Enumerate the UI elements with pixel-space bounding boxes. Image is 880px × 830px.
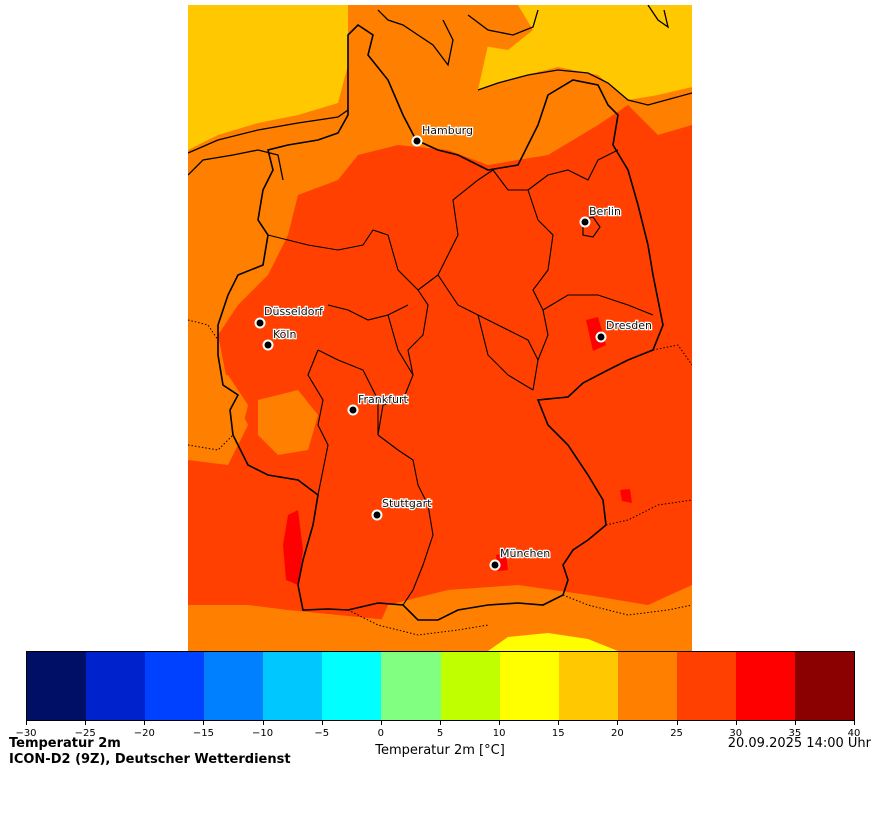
valid-time: 20.09.2025 14:00 Uhr	[727, 736, 871, 751]
city-label: Hamburg	[422, 124, 473, 137]
svg-text:Frankfurt: Frankfurt	[358, 393, 408, 406]
svg-text:Berlin: Berlin	[589, 205, 621, 218]
colorbar-segment	[617, 652, 677, 720]
city-marker-koeln: Köln Köln	[262, 327, 298, 351]
colorbar-segment	[795, 652, 855, 720]
temperature-map: Hamburg Hamburg Berlin Berlin Düsseldorf…	[188, 5, 692, 651]
colorbar-tick	[794, 721, 796, 725]
colorbar	[26, 651, 855, 721]
west-cooler-patch	[188, 375, 248, 460]
colorbar-segment	[381, 652, 441, 720]
colorbar-tick-label: −20	[133, 728, 155, 739]
city-label: Dresden	[606, 319, 652, 332]
alpine-cool-band	[368, 585, 692, 651]
city-label: Düsseldorf	[264, 305, 324, 318]
city-label: Berlin	[589, 205, 621, 218]
city-label: München	[500, 547, 550, 560]
map-title: Temperatur 2m	[9, 736, 121, 751]
colorbar-tick-label: 20	[611, 728, 624, 739]
svg-text:Hamburg: Hamburg	[422, 124, 473, 137]
svg-text:Köln: Köln	[273, 328, 296, 341]
colorbar-label: Temperatur 2m [°C]	[375, 743, 505, 758]
colorbar-segment	[440, 652, 500, 720]
colorbar-segment	[735, 652, 796, 720]
colorbar-tick	[85, 721, 87, 725]
colorbar-tick-label: 30	[729, 728, 743, 739]
city-marker-berlin: Berlin Berlin	[579, 204, 622, 228]
svg-text:Düsseldorf: Düsseldorf	[264, 305, 324, 318]
colorbar-tick-label: 40	[847, 728, 861, 739]
colorbar-tick	[321, 721, 323, 725]
svg-text:Stuttgart: Stuttgart	[382, 497, 432, 510]
colorbar-segment	[676, 652, 736, 720]
colorbar-tick	[203, 721, 205, 725]
colorbar-segment	[558, 652, 618, 720]
colorbar-segment	[499, 652, 559, 720]
city-marker-duesseldorf: Düsseldorf Düsseldorf	[254, 304, 325, 329]
colorbar-tick	[26, 721, 27, 725]
colorbar-tick	[144, 721, 146, 725]
colorbar-tick-label: 5	[436, 728, 444, 739]
city-marker-frankfurt: Frankfurt Frankfurt	[347, 392, 410, 416]
colorbar-tick-label: 0	[377, 728, 385, 739]
city-marker-dresden: Dresden Dresden	[595, 318, 653, 343]
colorbar-tick	[499, 721, 501, 725]
colorbar-tick-label: 25	[670, 728, 683, 739]
colorbar-tick-label: −30	[15, 728, 37, 739]
colorbar-ticks: −30 −25 −20 −15 −10 −5 0 5 10 15 20 25 30 35 40	[15, 721, 860, 741]
colorbar-tick-label: 35	[788, 728, 802, 739]
southwest-cooler-patch	[258, 390, 318, 455]
colorbar-tick	[854, 721, 855, 725]
city-label: Stuttgart	[382, 497, 432, 510]
colorbar-tick	[676, 721, 678, 725]
colorbar-tick	[558, 721, 560, 725]
colorbar-tick-label: 15	[551, 728, 565, 739]
colorbar-tick	[380, 721, 382, 725]
colorbar-tick-label: −5	[314, 728, 330, 739]
state-borders	[267, 149, 654, 606]
colorbar-segment	[86, 652, 146, 720]
colorbar-segment	[204, 652, 264, 720]
svg-text:München: München	[500, 547, 550, 560]
alpine-yellow-band	[488, 633, 618, 651]
colorbar-tick	[617, 721, 619, 725]
city-label: Köln	[273, 328, 296, 341]
hot-patch-rhine	[283, 510, 303, 585]
city-marker-hamburg: Hamburg Hamburg	[411, 123, 474, 147]
colorbar-tick	[440, 721, 441, 725]
coastlines	[188, 5, 692, 181]
colorbar-tick	[262, 721, 264, 725]
colorbar-segment	[263, 652, 323, 720]
colorbar-tick-label: −15	[192, 728, 214, 739]
colorbar-tick-label: −10	[252, 728, 274, 739]
model-source: ICON-D2 (9Z), Deutscher Wetterdienst	[9, 752, 291, 767]
svg-text:Dresden: Dresden	[606, 319, 652, 332]
neighbor-borders	[188, 319, 692, 636]
city-marker-stuttgart: Stuttgart Stuttgart	[371, 496, 433, 521]
city-marker-muenchen: München München	[489, 546, 551, 571]
colorbar-segment	[27, 652, 87, 720]
city-label: Frankfurt	[358, 393, 408, 406]
germany-border	[217, 23, 664, 621]
hot-patch-east	[620, 489, 632, 503]
colorbar-tick	[735, 721, 737, 725]
colorbar-segment	[322, 652, 382, 720]
colorbar-segment	[145, 652, 205, 720]
colorbar-tick-label: −25	[74, 728, 96, 739]
colorbar-tick-label: 10	[492, 728, 506, 739]
